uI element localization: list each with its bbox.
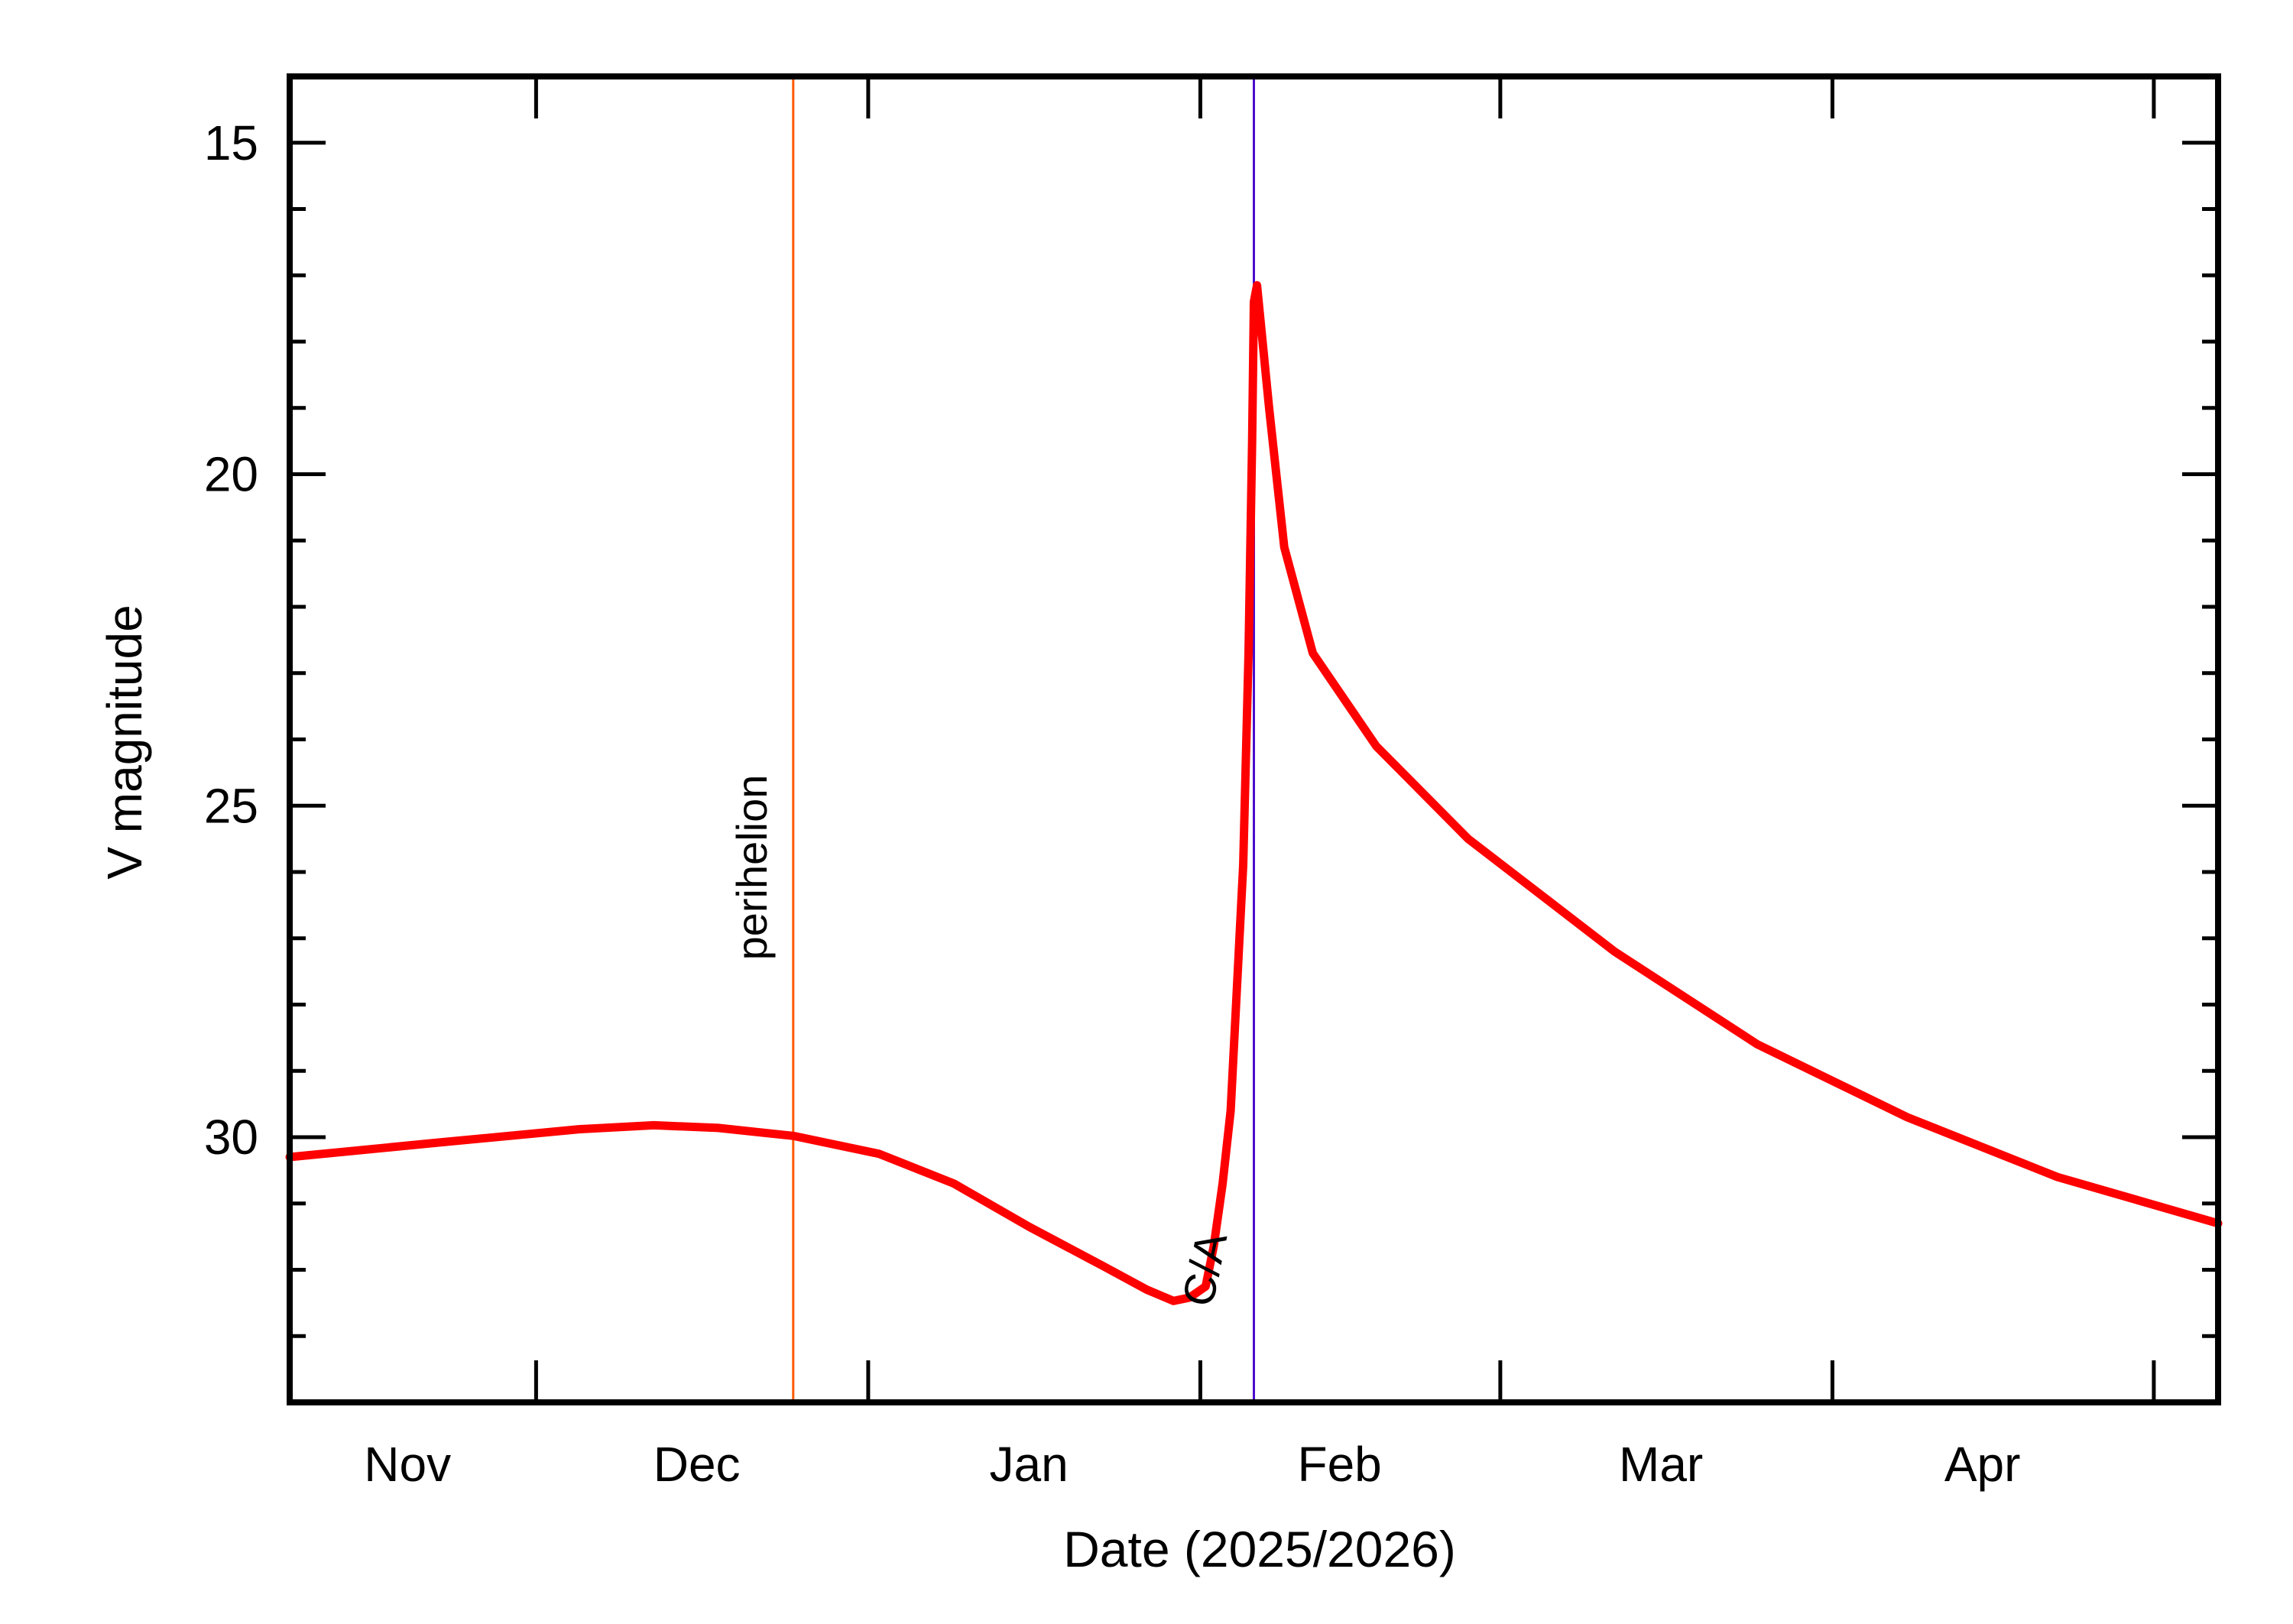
close-approach-label: C/A	[1173, 1228, 1237, 1311]
y-tick-label: 30	[204, 1110, 258, 1165]
x-month-label: Dec	[654, 1437, 741, 1492]
x-month-labels: Nov Dec Jan Feb Mar Apr	[364, 1437, 2020, 1492]
x-month-label: Apr	[1944, 1437, 2021, 1492]
x-month-label: Jan	[990, 1437, 1069, 1492]
y-tick-label: 25	[204, 778, 258, 833]
x-month-label: Feb	[1297, 1437, 1381, 1492]
x-month-label: Mar	[1619, 1437, 1703, 1492]
perihelion-label: perihelion	[728, 775, 776, 961]
y-tick-labels: 15 20 25 30	[204, 115, 258, 1165]
x-month-label: Nov	[364, 1437, 451, 1492]
y-tick-label: 20	[204, 447, 258, 502]
y-tick-label: 15	[204, 115, 258, 170]
plot-frame	[287, 73, 2221, 1405]
y-axis-label: V magnitude	[97, 605, 152, 879]
x-axis-label: Date (2025/2026)	[1063, 1521, 1456, 1577]
series-line	[285, 280, 2223, 1305]
